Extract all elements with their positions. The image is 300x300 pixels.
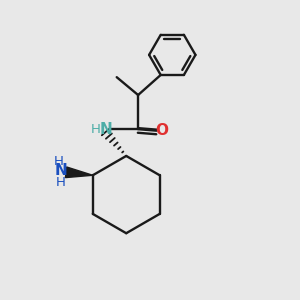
- Text: N: N: [100, 122, 112, 137]
- Polygon shape: [65, 167, 93, 178]
- Text: H: H: [56, 176, 66, 189]
- Text: H: H: [91, 123, 101, 136]
- Text: N: N: [54, 163, 67, 178]
- Text: O: O: [155, 123, 168, 138]
- Text: H: H: [54, 155, 64, 168]
